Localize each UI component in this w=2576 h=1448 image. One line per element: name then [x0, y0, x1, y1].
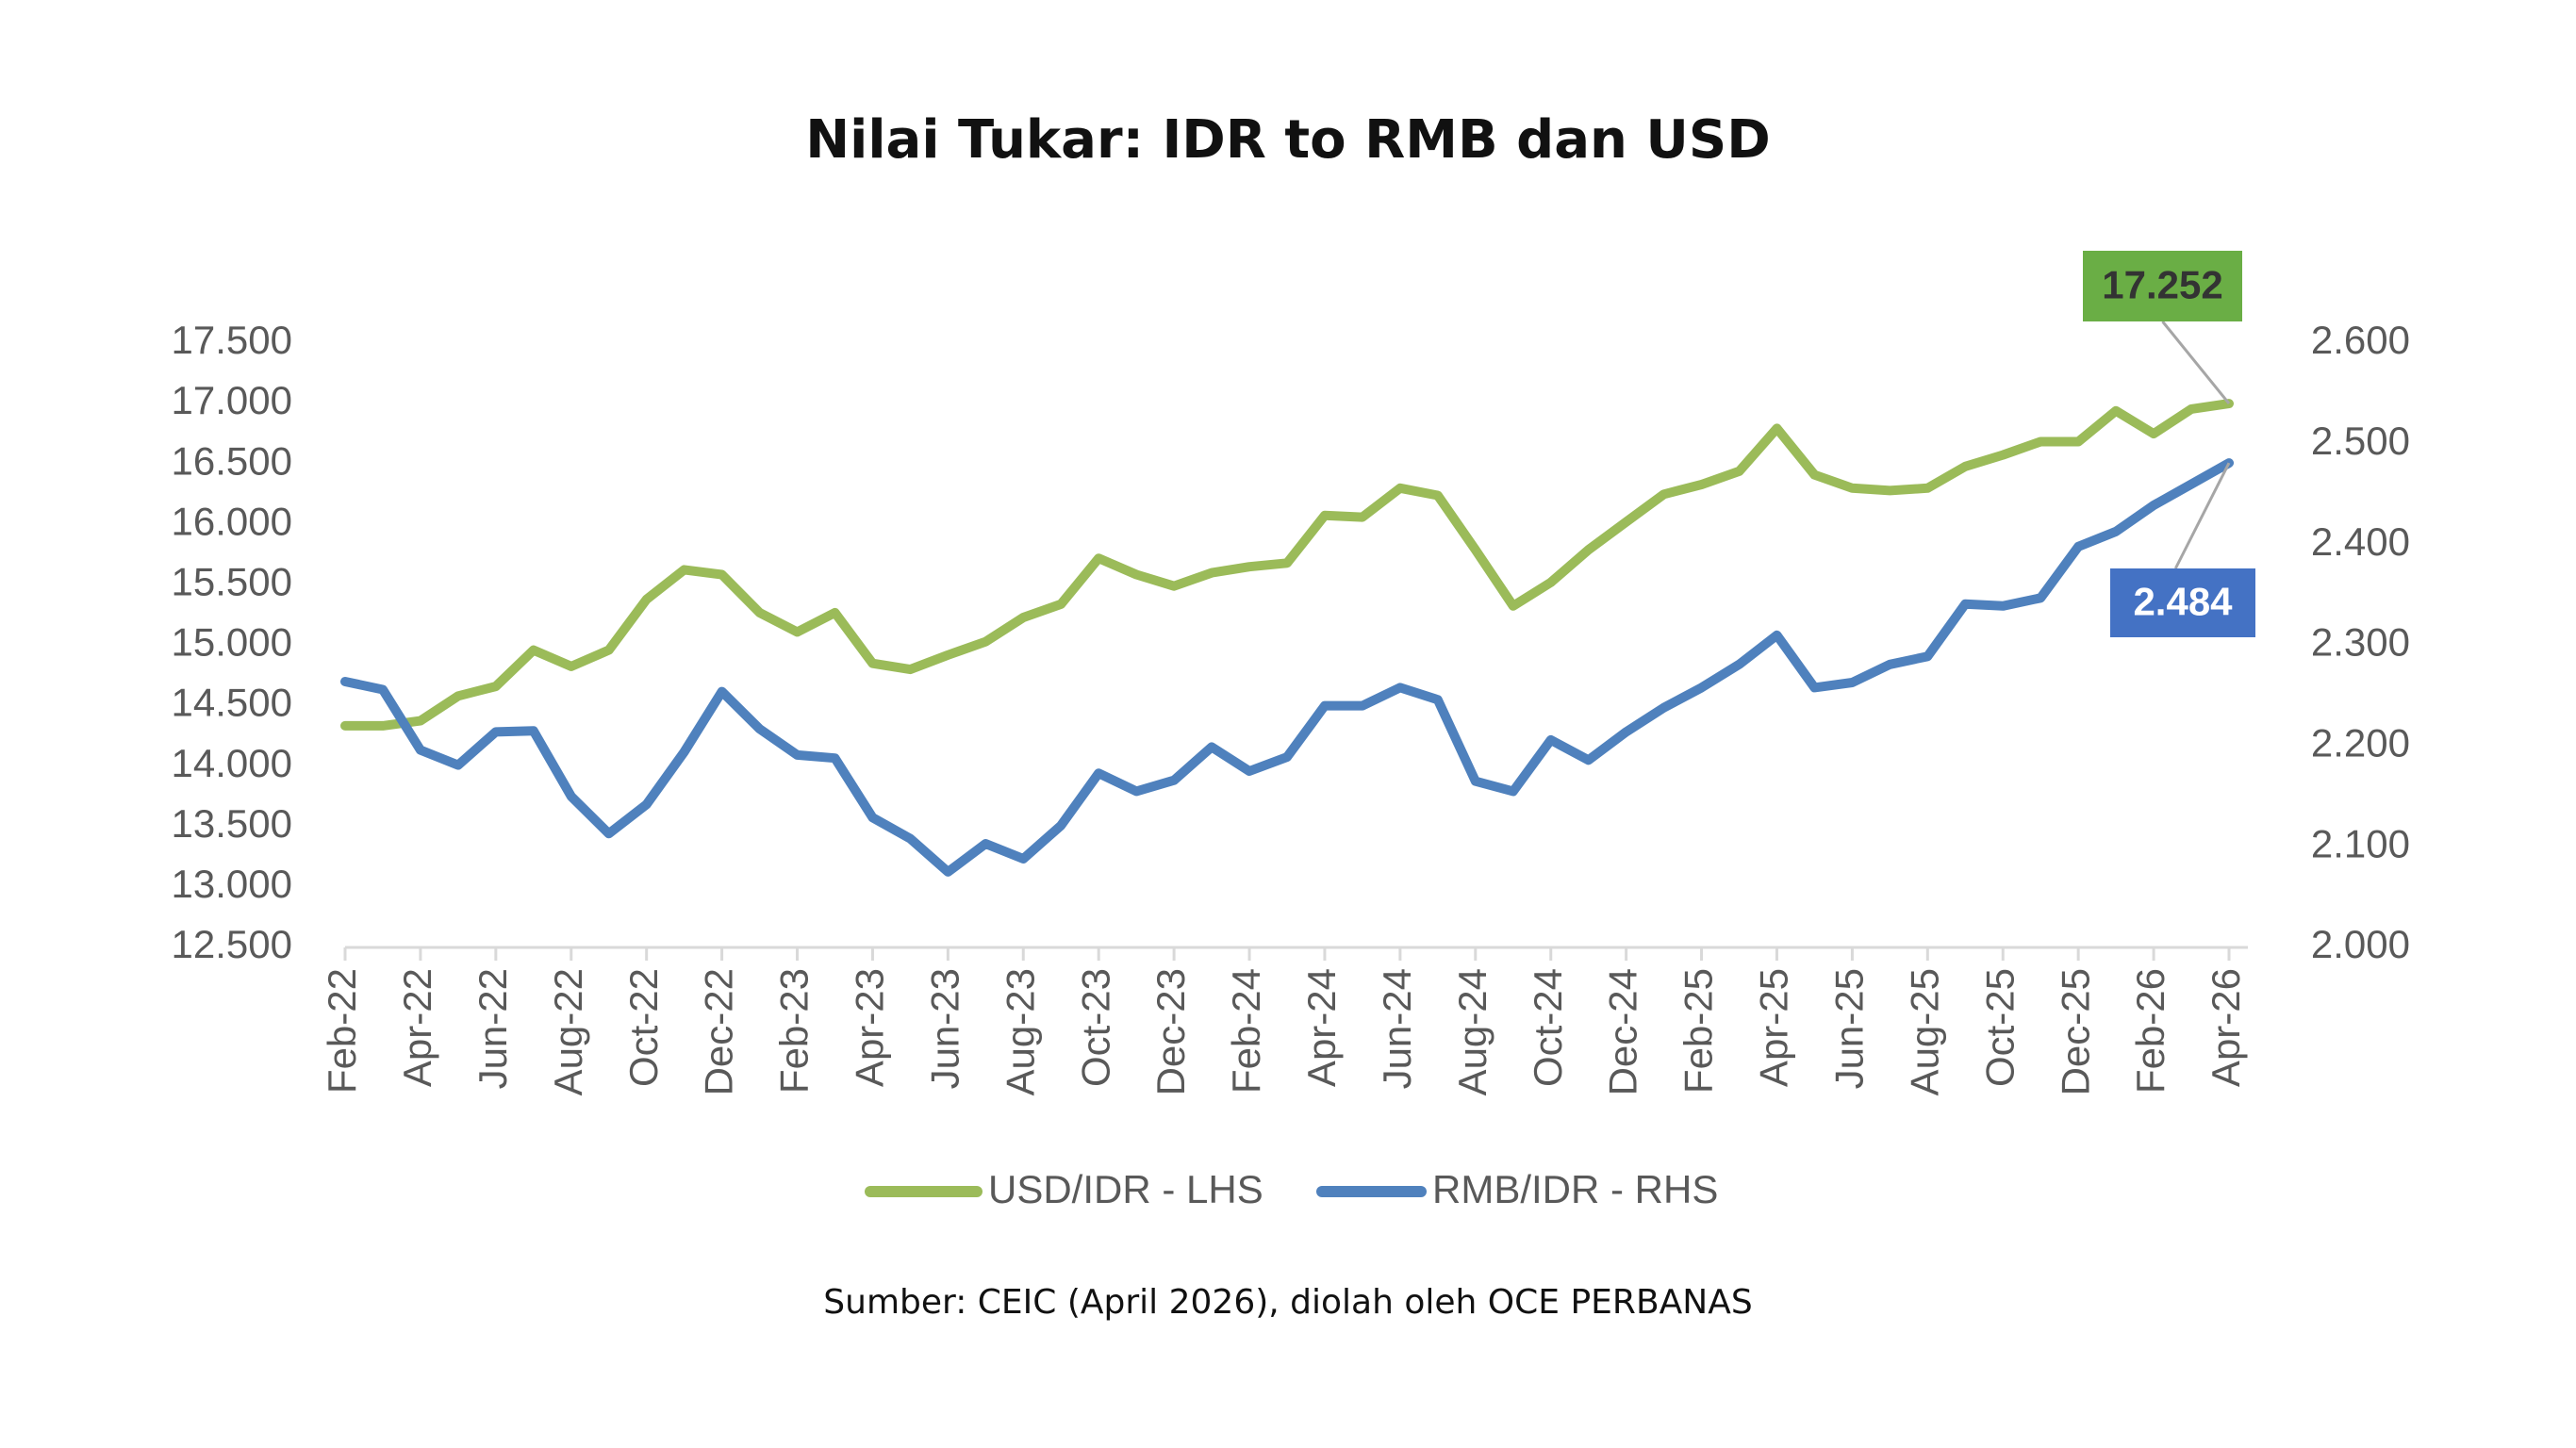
- x-tick-label: Apr-24: [1299, 968, 1344, 1087]
- callout-label: 2.484: [2133, 580, 2233, 624]
- x-tick-label: Feb-23: [772, 968, 817, 1094]
- y-tick-label: 13.000: [172, 862, 292, 906]
- series-line: [340, 399, 2234, 731]
- y2-tick-label: 2.000: [2311, 922, 2410, 966]
- y-tick-label: 15.000: [172, 620, 292, 665]
- callout-box: [2110, 568, 2255, 637]
- y-tick-label: 14.000: [172, 741, 292, 785]
- x-tick-label: Feb-25: [1676, 968, 1721, 1094]
- x-tick-label: Apr-26: [2204, 968, 2248, 1087]
- x-tick-label: Apr-25: [1752, 968, 1796, 1087]
- x-tick-label: Aug-25: [1902, 968, 1946, 1095]
- x-tick-label: Feb-26: [2128, 968, 2172, 1094]
- y2-tick-label: 2.200: [2311, 720, 2410, 765]
- y2-tick-label: 2.400: [2311, 519, 2410, 564]
- x-tick-label: Oct-25: [1977, 968, 2022, 1087]
- y-tick-label: 17.500: [172, 318, 292, 362]
- y-tick-label: 13.500: [172, 801, 292, 846]
- x-tick-label: Apr-22: [395, 968, 439, 1087]
- x-tick-label: Dec-24: [1601, 968, 1645, 1095]
- callout-leader: [2173, 462, 2231, 569]
- x-tick-label: Jun-24: [1375, 968, 1419, 1089]
- x-tick-label: Apr-23: [848, 968, 892, 1087]
- x-tick-label: Jun-23: [922, 968, 966, 1089]
- x-tick-label: Oct-23: [1073, 968, 1117, 1087]
- source-note: Sumber: CEIC (April 2026), diolah oleh O…: [823, 1283, 1752, 1322]
- callout-leader: [2161, 321, 2231, 405]
- x-tick-label: Feb-22: [320, 968, 364, 1094]
- y-tick-label: 16.000: [172, 499, 292, 543]
- x-tick-label: Dec-22: [697, 968, 741, 1095]
- y2-tick-label: 2.100: [2311, 821, 2410, 865]
- x-tick-label: Jun-25: [1826, 968, 1871, 1089]
- legend-label: USD/IDR - LHS: [988, 1167, 1263, 1211]
- y-tick-label: 15.500: [172, 559, 292, 603]
- y-tick-label: 16.500: [172, 438, 292, 483]
- y2-tick-label: 2.600: [2311, 318, 2410, 362]
- x-tick-label: Aug-22: [546, 968, 590, 1095]
- x-tick-label: Oct-24: [1526, 968, 1570, 1087]
- series-line: [340, 458, 2234, 877]
- legend-label: RMB/IDR - RHS: [1432, 1167, 1718, 1211]
- x-tick-label: Jun-22: [471, 968, 515, 1089]
- y2-tick-label: 2.500: [2311, 419, 2410, 463]
- x-tick-label: Oct-22: [621, 968, 666, 1087]
- x-tick-label: Dec-23: [1148, 968, 1193, 1095]
- callout-label: 17.252: [2102, 263, 2222, 307]
- x-tick-label: Aug-24: [1450, 968, 1494, 1095]
- callout-box: [2083, 251, 2242, 321]
- x-tick-label: Feb-24: [1224, 968, 1268, 1094]
- y-tick-label: 17.000: [172, 378, 292, 422]
- chart-title: Nilai Tukar: IDR to RMB dan USD: [805, 109, 1770, 171]
- x-tick-label: Dec-25: [2053, 968, 2097, 1095]
- y2-tick-label: 2.300: [2311, 620, 2410, 665]
- y-tick-label: 12.500: [172, 922, 292, 966]
- x-tick-label: Aug-23: [998, 968, 1042, 1095]
- y-tick-label: 14.500: [172, 681, 292, 725]
